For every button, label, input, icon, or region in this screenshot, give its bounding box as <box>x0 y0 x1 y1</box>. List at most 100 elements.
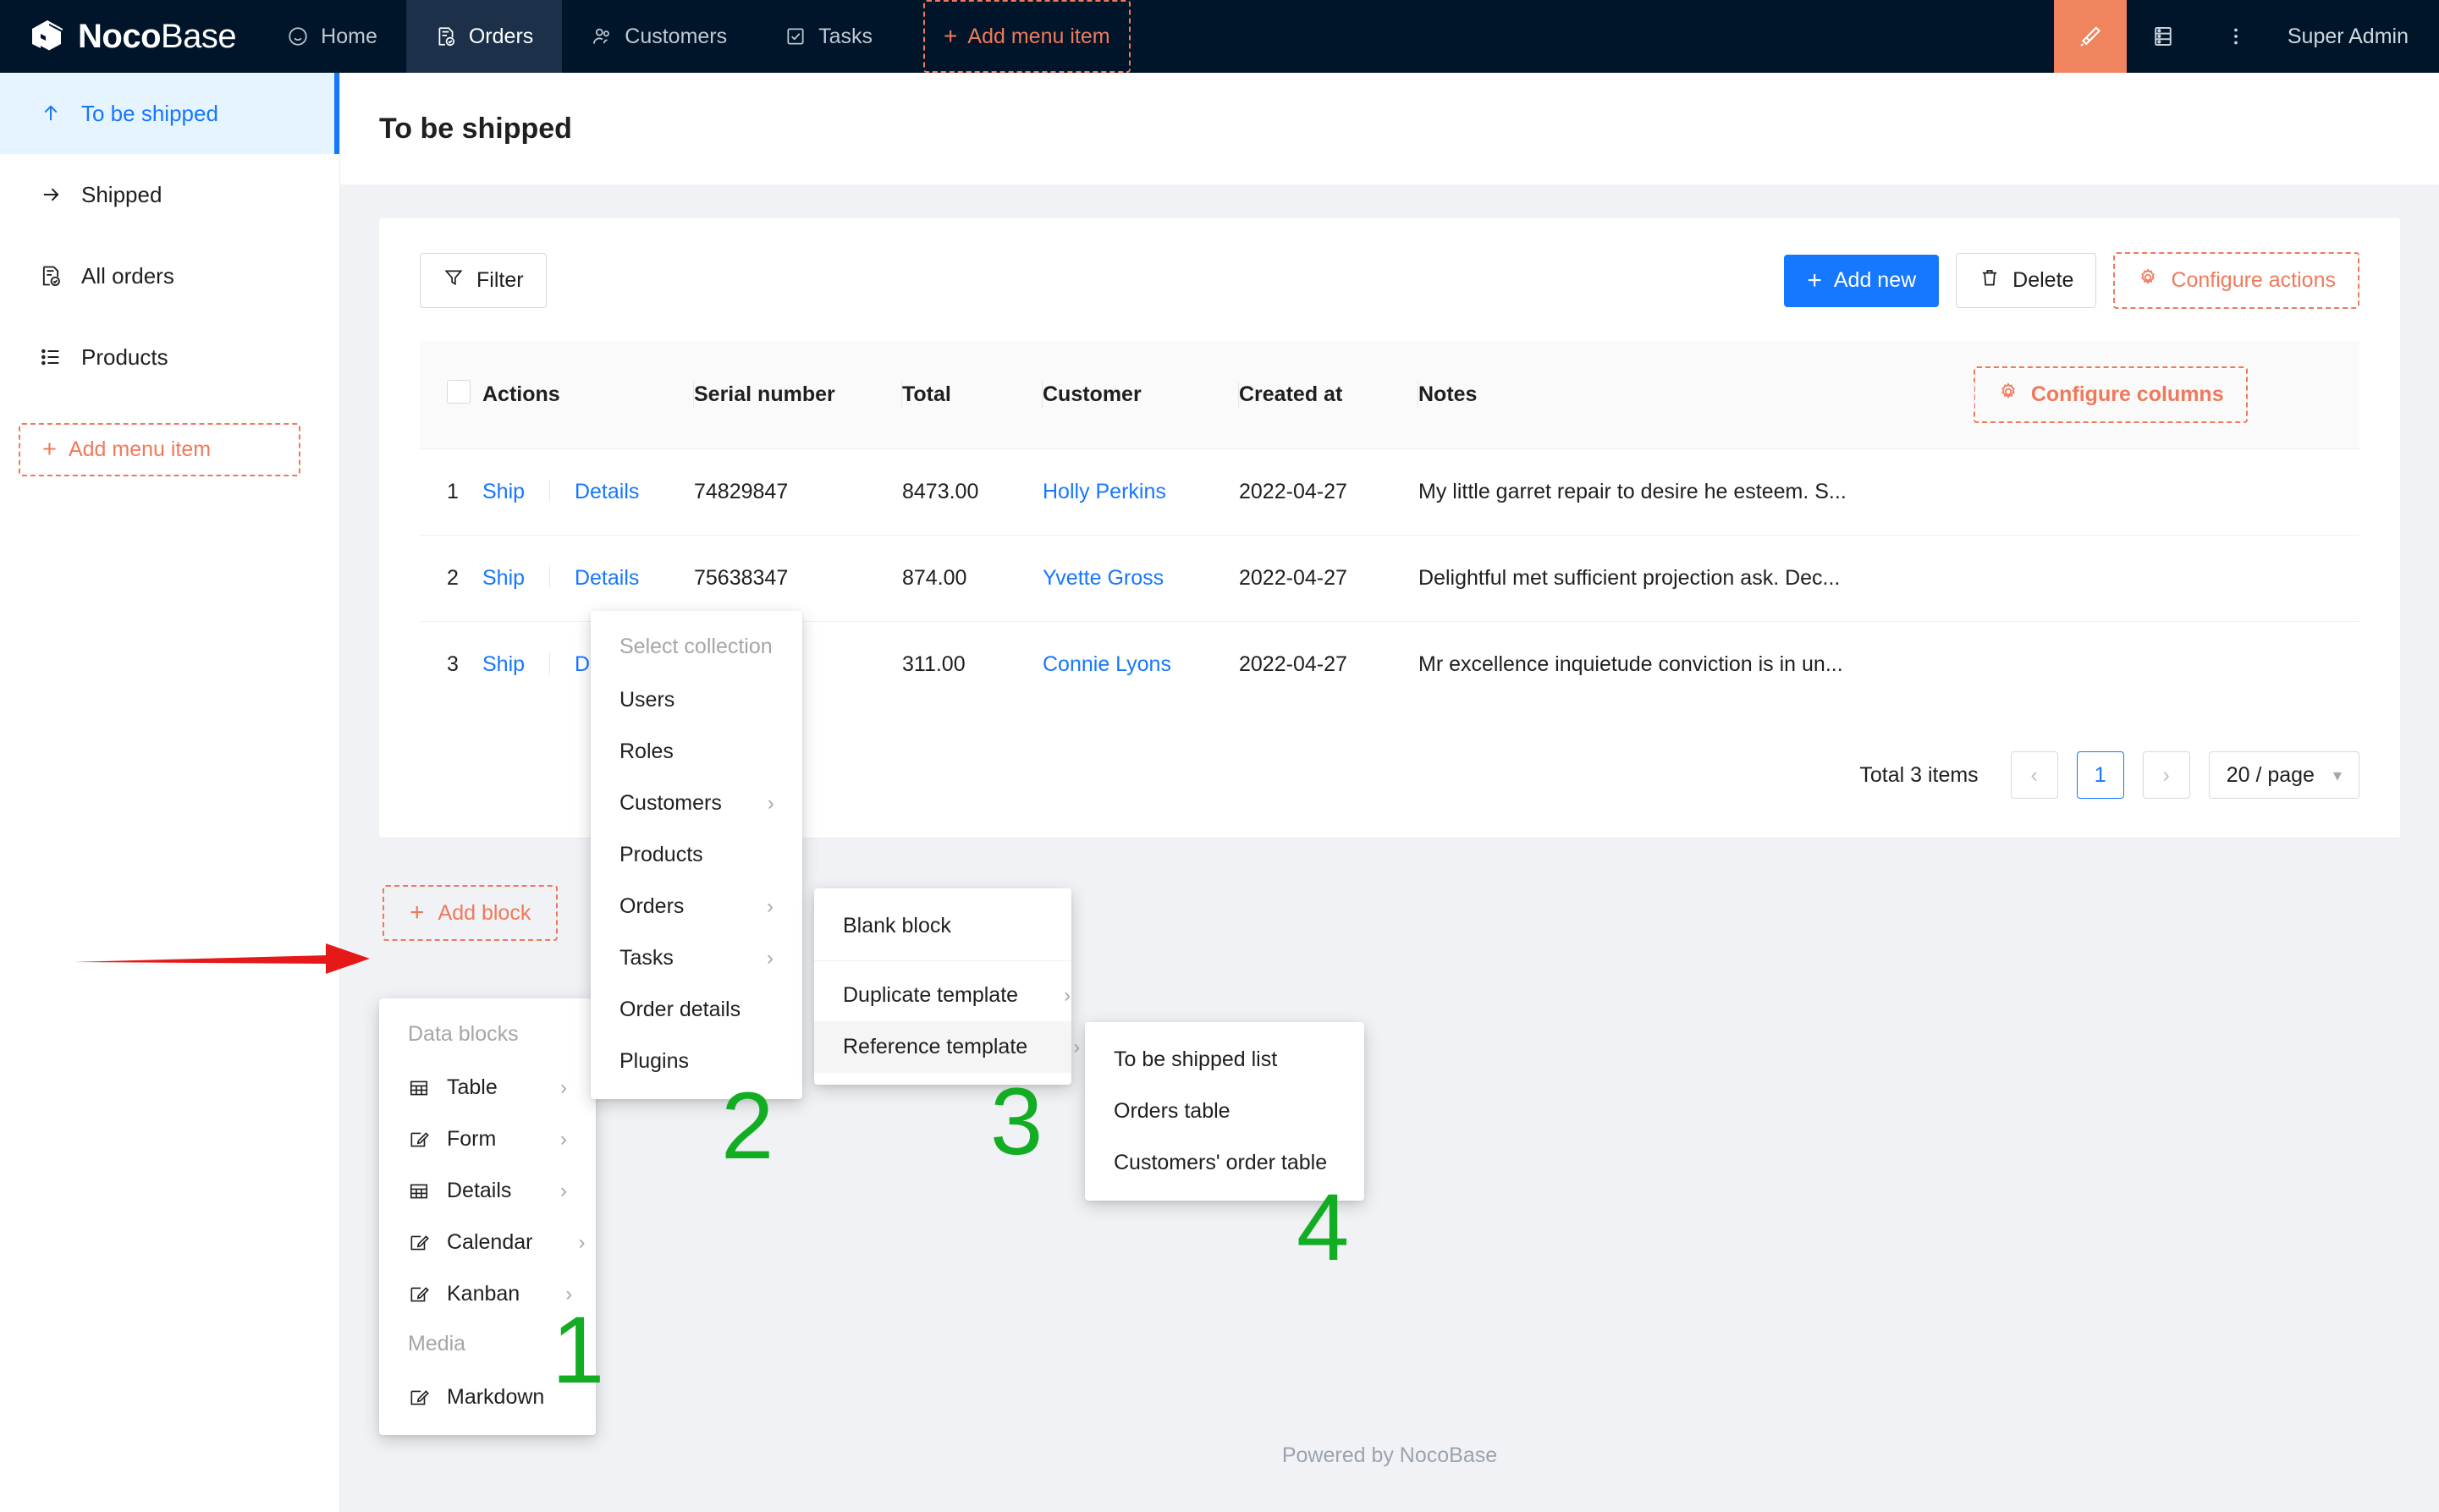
table-row[interactable]: 1 Ship Details 74829847 8473.00 Holly Pe… <box>420 448 2359 536</box>
menu-item-label: Orders table <box>1114 1099 1231 1123</box>
sidebar-item-all-orders[interactable]: All orders <box>0 235 339 316</box>
menu-item-label: To be shipped list <box>1114 1047 1278 1071</box>
column-header-serial-number[interactable]: Serial number <box>694 341 902 449</box>
delete-button[interactable]: Delete <box>1956 253 2097 308</box>
table-toolbar: Filter + Add new Delete <box>420 252 2359 309</box>
page-size-select[interactable]: 20 / page ▾ <box>2208 751 2359 799</box>
chevron-right-icon: › <box>560 1075 567 1099</box>
table-row[interactable]: 2 Ship Details 75638347 874.00 Yvette Gr… <box>420 535 2359 622</box>
details-link[interactable]: Details <box>574 566 640 590</box>
sidebar-item-to-be-shipped[interactable]: To be shipped <box>0 73 339 154</box>
column-header-created-at[interactable]: Created at <box>1239 341 1418 449</box>
sidebar-add-menu-item-button[interactable]: + Add menu item <box>19 423 300 476</box>
column-header-label: Actions <box>482 382 560 406</box>
ship-link[interactable]: Ship <box>482 652 526 676</box>
column-header-notes[interactable]: Notes <box>1418 341 1974 449</box>
configure-columns-button[interactable]: Configure columns <box>1973 366 2248 423</box>
tab-customers[interactable]: Customers <box>562 0 756 73</box>
form-icon <box>408 1232 430 1254</box>
user-menu[interactable]: Super Admin <box>2272 0 2439 73</box>
app-logo[interactable]: NocoBase <box>0 0 258 73</box>
people-icon <box>591 25 613 47</box>
customer-link[interactable]: Yvette Gross <box>1043 566 1164 590</box>
menu-item-reference-template[interactable]: Reference template › <box>814 1021 1080 1073</box>
column-header-label: Total <box>902 382 951 406</box>
menu-item-tasks[interactable]: Tasks › <box>591 932 802 984</box>
customer-link[interactable]: Holly Perkins <box>1043 480 1166 503</box>
cell-total: 8473.00 <box>902 448 1043 536</box>
menu-item-duplicate-template[interactable]: Duplicate template › <box>814 970 1071 1021</box>
tab-orders-label: Orders <box>468 24 534 48</box>
configure-columns-label: Configure columns <box>2030 382 2224 406</box>
table-header-row: Actions Serial number Total <box>420 341 2359 449</box>
order-doc-icon <box>435 25 457 47</box>
menu-item-customers[interactable]: Customers › <box>591 778 802 829</box>
tab-home[interactable]: Home <box>258 0 406 73</box>
menu-item-form[interactable]: Form › <box>379 1113 596 1165</box>
add-new-button[interactable]: + Add new <box>1784 254 1940 307</box>
column-divider <box>901 381 902 409</box>
menu-item-details[interactable]: Details › <box>379 1165 596 1217</box>
row-index: 1 <box>420 448 482 536</box>
database-icon[interactable] <box>2127 0 2200 73</box>
page-size-value: 20 / page <box>2226 762 2315 787</box>
brand-thin: Base <box>161 17 237 55</box>
page-1-button[interactable]: 1 <box>2076 751 2124 799</box>
menu-item-order-details[interactable]: Order details <box>591 984 802 1036</box>
select-all-checkbox[interactable] <box>447 380 471 404</box>
menu-item-plugins[interactable]: Plugins <box>591 1036 802 1087</box>
menu-divider <box>814 960 1071 961</box>
row-actions: Ship Details <box>482 535 694 622</box>
menu-item-markdown[interactable]: Markdown <box>379 1372 596 1423</box>
menu-item-calendar[interactable]: Calendar › <box>379 1217 596 1268</box>
column-header-total[interactable]: Total <box>902 341 1043 449</box>
plus-icon: + <box>944 23 958 49</box>
menu-item-table[interactable]: Table › <box>379 1062 596 1113</box>
chevron-right-icon: › <box>560 1179 567 1202</box>
column-divider <box>1042 381 1043 409</box>
select-collection-menu: Select collection Users Roles Customers … <box>591 611 802 1099</box>
configure-actions-button[interactable]: Configure actions <box>2113 252 2359 309</box>
tab-orders[interactable]: Orders <box>405 0 563 73</box>
more-vertical-icon[interactable] <box>2200 0 2272 73</box>
form-icon <box>408 1387 430 1409</box>
ship-link[interactable]: Ship <box>482 480 526 503</box>
menu-item-products[interactable]: Products <box>591 829 802 881</box>
sidebar-item-shipped[interactable]: Shipped <box>0 154 339 235</box>
menu-item-blank-block[interactable]: Blank block <box>814 900 1071 952</box>
menu-item-customers-order-table[interactable]: Customers' order table <box>1085 1137 1364 1189</box>
customer-link[interactable]: Connie Lyons <box>1043 652 1171 676</box>
chevron-right-icon: › <box>565 1282 573 1306</box>
tab-tasks[interactable]: Tasks <box>756 0 901 73</box>
sidebar-item-label: Shipped <box>81 181 162 207</box>
table-icon <box>408 1077 430 1099</box>
menu-item-orders[interactable]: Orders › <box>591 881 802 932</box>
top-header: NocoBase Home Orders Customers <box>0 0 2439 73</box>
filter-button[interactable]: Filter <box>420 253 547 308</box>
menu-item-kanban[interactable]: Kanban › <box>379 1268 596 1320</box>
filter-label: Filter <box>476 268 524 292</box>
menu-item-label: Calendar <box>447 1230 533 1254</box>
menu-item-label: Blank block <box>843 914 951 937</box>
prev-page-button[interactable]: ‹ <box>2010 751 2058 799</box>
menu-item-label: Orders <box>619 894 685 918</box>
menu-item-users[interactable]: Users <box>591 674 802 726</box>
configure-columns-header: Configure columns <box>1973 341 2359 449</box>
details-link[interactable]: Details <box>574 480 640 503</box>
block-type-menu: Blank block Duplicate template › Referen… <box>814 888 1080 1085</box>
column-header-actions[interactable]: Actions <box>482 341 694 449</box>
gear-icon <box>1997 381 2019 409</box>
sidebar-item-products[interactable]: Products <box>0 316 339 398</box>
menu-item-roles[interactable]: Roles <box>591 726 802 778</box>
cell-customer: Yvette Gross <box>1043 535 1239 622</box>
header-add-menu-item-button[interactable]: + Add menu item <box>923 0 1131 73</box>
menu-item-to-be-shipped-list[interactable]: To be shipped list <box>1085 1034 1364 1086</box>
next-page-button[interactable]: › <box>2142 751 2190 799</box>
menu-item-orders-table[interactable]: Orders table <box>1085 1086 1364 1137</box>
add-block-button[interactable]: + Add block <box>383 885 559 941</box>
top-nav-tabs: Home Orders Customers Tasks <box>258 0 1131 73</box>
plus-icon: + <box>1807 266 1822 294</box>
ship-link[interactable]: Ship <box>482 566 526 590</box>
column-header-customer[interactable]: Customer <box>1043 341 1239 449</box>
highlighter-icon[interactable] <box>2053 0 2127 73</box>
